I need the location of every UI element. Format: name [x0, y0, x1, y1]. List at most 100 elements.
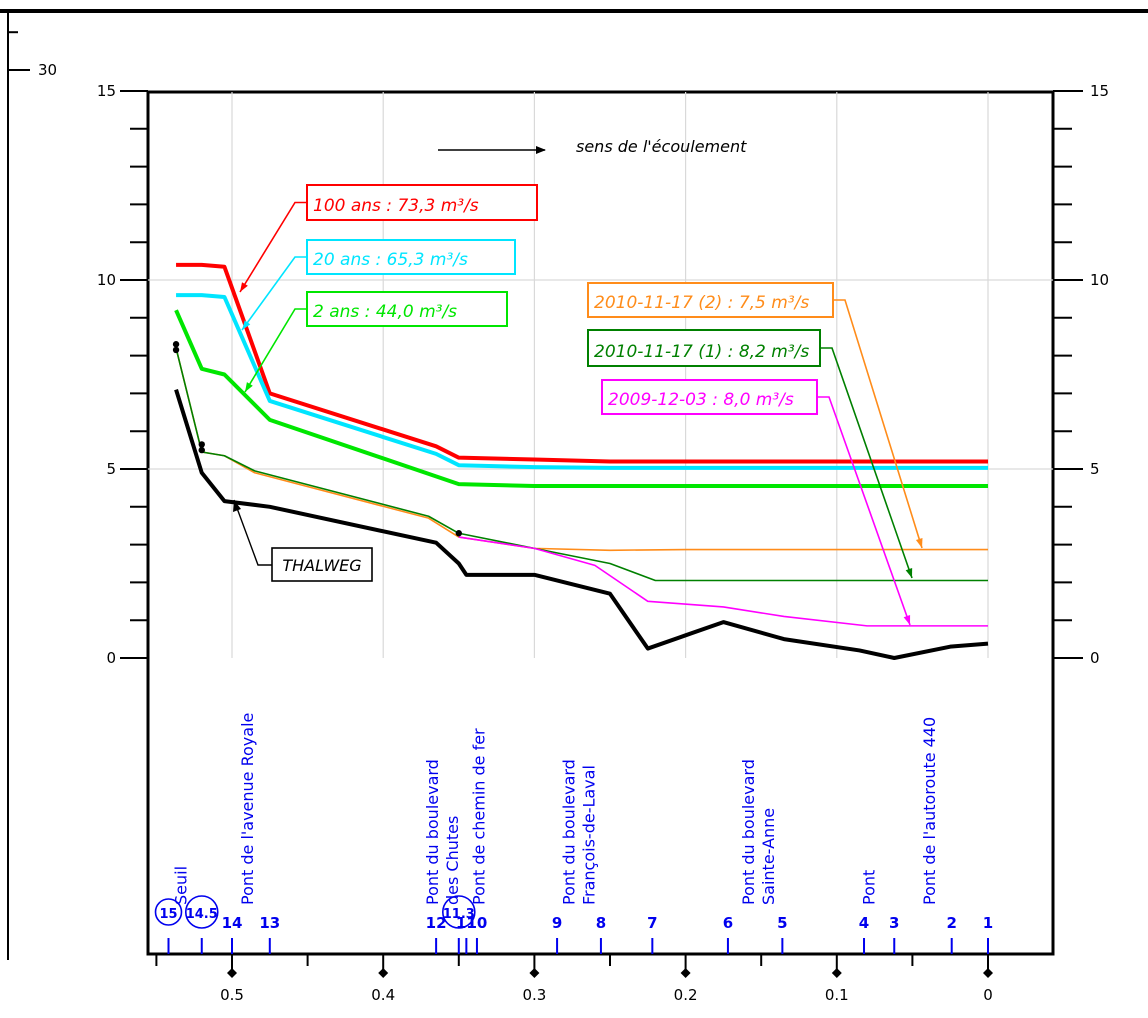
thalweg-leader — [233, 499, 272, 566]
inner-y-axis-ticks: 15 10 5 0 — [97, 82, 148, 667]
series-leader-arrowhead-4 — [905, 568, 913, 578]
thalweg-leader-arrowhead — [233, 500, 241, 512]
series-label-box-0 — [306, 184, 538, 221]
series-name: 20 ans : — [313, 250, 387, 270]
section-label-10: 7 — [647, 914, 657, 932]
section-label-1: 14.5 — [186, 907, 218, 922]
outer-y-tick-label: 30 — [38, 61, 57, 79]
structure-label-2: des Chutes — [443, 816, 462, 905]
x-tick-label: 0.4 — [371, 986, 395, 1004]
inner-y-tick-label: 10 — [97, 271, 116, 289]
series-flow-value: 65,3 m³/s — [387, 250, 468, 270]
section-label-15: 2 — [946, 914, 956, 932]
section-label-8: 9 — [552, 914, 562, 932]
structure-label-2: Pont du boulevard — [423, 759, 442, 905]
x-tick-diamond — [983, 968, 993, 978]
structure-label-1: Pont de l'avenue Royale — [238, 713, 257, 905]
series-leader-arrowhead-0 — [240, 282, 248, 292]
section-label-9: 8 — [596, 914, 606, 932]
section-label-12: 5 — [777, 914, 787, 932]
section-circle-1 — [184, 895, 219, 929]
series-leader-1 — [241, 256, 307, 331]
series-line-2 — [174, 309, 988, 489]
series-label-3: 2010-11-17 (2) : 7,5 m³/s — [594, 293, 809, 313]
series-label-5: 2009-12-03 : 8,0 m³/s — [608, 390, 794, 410]
structure-label-6: Pont — [860, 870, 879, 905]
x-tick-diamond — [831, 968, 842, 978]
series-label-box-5 — [601, 379, 818, 415]
section-label-4: 12 — [426, 914, 447, 932]
series-label-4: 2010-11-17 (1) : 8,2 m³/s — [594, 342, 809, 362]
x-tick-diamond — [680, 968, 691, 978]
series-leader-3 — [833, 299, 923, 549]
section-label-11: 6 — [723, 914, 733, 932]
series-label-0: 100 ans : 73,3 m³/s — [313, 196, 479, 216]
inner-y-tick-label: 5 — [106, 460, 116, 478]
right-y-tick-label: 0 — [1090, 649, 1100, 667]
section-label-3: 13 — [259, 914, 280, 932]
series-lines — [174, 262, 989, 660]
series-label-2: 2 ans : 44,0 m³/s — [313, 302, 457, 322]
section-circle-0 — [154, 898, 183, 926]
structure-label-7: Pont de l'autoroute 440 — [920, 717, 939, 905]
section-label-2: 14 — [222, 914, 243, 932]
structure-label-0: Seuil — [172, 866, 191, 905]
series-line-0 — [176, 262, 988, 464]
thalweg-label: THALWEG — [282, 556, 361, 575]
series-line-5 — [458, 536, 988, 627]
section-label-0: 15 — [159, 907, 177, 922]
observed-point-0 — [172, 341, 180, 348]
series-leader-arrowhead-5 — [903, 615, 911, 625]
structure-labels: Seuil Pont de l'avenue Royale Pont du boul… — [172, 713, 939, 905]
series-labels: 100 ans : 73,3 m³/s 20 ans : 65,3 m³/s 2 a… — [233, 184, 923, 626]
series-line-4 — [175, 347, 988, 582]
thalweg-label-box — [271, 547, 373, 582]
inner-y-tick-label: 15 — [97, 82, 116, 100]
right-y-tick-label: 5 — [1090, 460, 1100, 478]
series-name: 2 ans : — [313, 302, 376, 322]
series-flow-value: 44,0 m³/s — [376, 302, 457, 322]
series-flow-value: 73,3 m³/s — [397, 196, 478, 216]
series-leader-4 — [820, 347, 913, 579]
series-leader-2 — [244, 308, 307, 393]
observed-point-1 — [172, 346, 180, 354]
x-tick-label: 0 — [983, 986, 993, 1004]
series-name: 100 ans : — [313, 196, 397, 216]
series-label-box-2 — [306, 291, 508, 327]
observed-point-2 — [198, 441, 205, 448]
observed-points — [172, 341, 462, 537]
inner-y-tick-label: 0 — [106, 649, 116, 667]
section-label-7: 10 — [467, 914, 488, 932]
structure-label-4: François-de-Laval — [579, 765, 598, 905]
right-y-tick-label: 15 — [1090, 82, 1109, 100]
series-leader-5 — [817, 396, 911, 626]
x-tick-diamond — [227, 968, 237, 978]
observed-point-4 — [455, 530, 462, 537]
series-name: 2009-12-03 : — [608, 390, 723, 410]
structure-label-5: Sainte-Anne — [759, 808, 778, 905]
series-name: 2010-11-17 (1) : — [594, 342, 739, 362]
series-flow-value: 8,2 m³/s — [739, 342, 810, 362]
right-y-tick-label: 10 — [1090, 271, 1109, 289]
outer-y-axis-ticks: 3025201510 — [8, 31, 57, 79]
section-label-13: 4 — [859, 914, 869, 932]
series-leader-arrowhead-2 — [245, 382, 253, 392]
series-label-box-4 — [587, 329, 821, 367]
x-tick-diamond — [529, 968, 540, 978]
section-label-14: 3 — [889, 914, 899, 932]
series-line-6 — [174, 389, 989, 660]
series-leader-0 — [239, 201, 307, 293]
section-label-6: 11 — [456, 914, 477, 932]
section-circle-5 — [441, 895, 476, 929]
flow-direction: sens de l'écoulement — [438, 137, 747, 156]
x-tick-label: 0.1 — [825, 986, 849, 1004]
structure-label-5: Pont du boulevard — [739, 759, 758, 905]
series-leader-arrowhead-1 — [242, 320, 251, 330]
flow-direction-label: sens de l'écoulement — [576, 137, 747, 156]
right-y-axis-ticks: 15 10 5 0 — [1053, 82, 1109, 667]
section-label-5: 11.3 — [443, 907, 475, 922]
structure-label-3: Pont de chemin de fer — [470, 728, 489, 905]
series-flow-value: 8,0 m³/s — [723, 390, 794, 410]
x-axis-ticks: 0.5 0.4 0.3 0.2 0.1 0 — [155, 954, 993, 1004]
